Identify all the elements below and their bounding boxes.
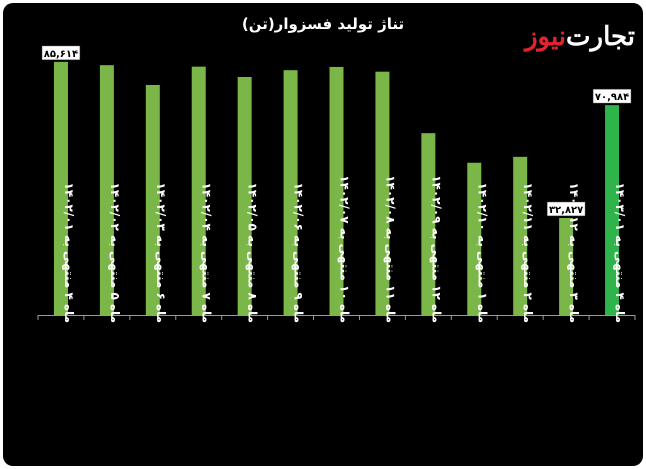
bar [513, 156, 528, 315]
x-tick-label: ماه ۴ منتهی به ۱۴۰۲/۰۱ [62, 183, 76, 323]
x-tick-label: ماه ۱۰ منتهی به ۱۴۰۲/۰۷ [338, 175, 352, 323]
x-tick-label: ماه ۳ منتهی به ۱۴۰۲/۱۲ [567, 183, 581, 323]
chart-panel: تناژ تولید فسزوار(تن) تجارت نیوز ماه ۴ من… [3, 3, 643, 466]
bar [237, 77, 252, 315]
data-label: ۷۰,۹۸۴ [595, 92, 629, 103]
data-label-box [592, 88, 632, 104]
x-tick-label: ماه ۱۱ منتهی به ۱۴۰۲/۰۸ [383, 175, 397, 323]
bar [375, 71, 390, 316]
x-tick-label: ماه ۱۲ منتهی به ۱۴۰۲/۰۹ [429, 175, 443, 323]
data-label: ۸۵,۶۱۴ [44, 49, 78, 60]
brand-logo-part2: نیوز [524, 22, 567, 52]
bar-chart: ماه ۴ منتهی به ۱۴۰۲/۰۱ ماه ۵ منتهی به ۱۴۰… [37, 45, 636, 323]
bar [99, 65, 114, 315]
brand-logo-part1: تجارت [566, 22, 636, 52]
bar [329, 66, 344, 315]
x-tick-label: ماه ۵ منتهی به ۱۴۰۲/۰۲ [108, 183, 122, 323]
bar [145, 84, 160, 315]
bar [559, 217, 574, 315]
x-tick-label: ماه ۸ منتهی به ۱۴۰۲/۰۵ [246, 183, 260, 323]
bar [421, 133, 436, 315]
bar [283, 70, 298, 315]
x-tick-label: ماه ۲ منتهی به ۱۴۰۲/۱۱ [521, 183, 535, 323]
bar [191, 66, 206, 315]
bar [605, 105, 620, 315]
data-label-box [546, 201, 586, 217]
bar [53, 61, 68, 316]
data-label-box [41, 45, 81, 61]
x-tick-label: ماه ۱ منتهی به ۱۴۰۲/۱۰ [475, 183, 489, 323]
x-tick-label: ماه ۶ منتهی به ۱۴۰۲/۰۳ [154, 183, 168, 323]
brand-logo: تجارت نیوز [525, 9, 635, 65]
data-label: ۳۲,۸۲۷ [549, 205, 583, 216]
chart-title: تناژ تولید فسزوار(تن) [241, 15, 405, 33]
bar [467, 162, 482, 315]
x-tick-label: ماه ۷ منتهی به ۱۴۰۲/۰۴ [200, 183, 214, 323]
x-tick-label: ماه ۹ منتهی به ۱۴۰۲/۰۶ [292, 183, 306, 323]
x-tick-label: ماه ۴ منتهی به ۱۴۰۳/۰۱ [613, 183, 627, 323]
